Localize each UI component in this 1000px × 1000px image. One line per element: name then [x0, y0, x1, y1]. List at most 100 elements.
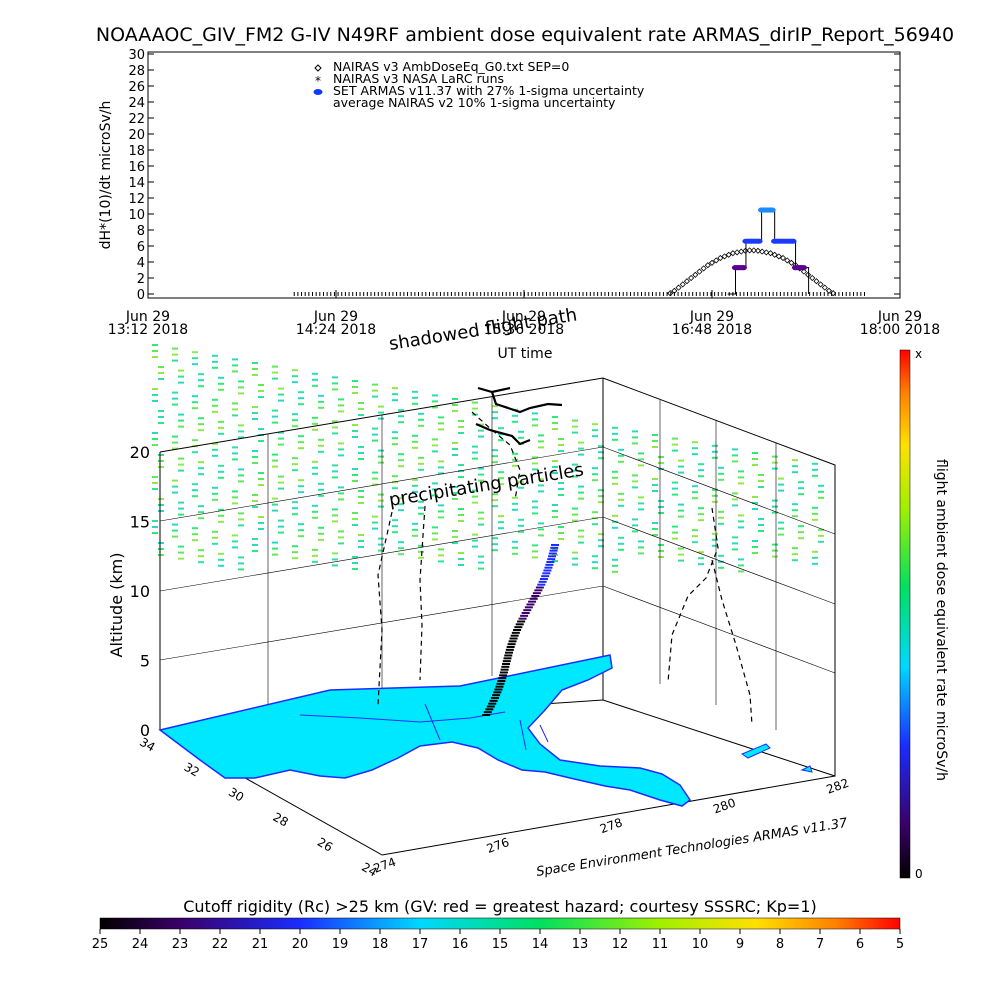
legend-label: NAIRAS v3 AmbDoseEq_G0.txt SEP=0 — [333, 59, 569, 74]
y-tick-label: 2 — [137, 272, 145, 287]
x-tick-label: Jun 29 — [689, 309, 734, 325]
star-marker-icon: * — [315, 74, 321, 88]
x-tick-label: 18:00 2018 — [860, 322, 940, 338]
nairas-v3-point — [725, 251, 732, 258]
longitude-tick-label: 276 — [485, 835, 511, 856]
x-tick-label: Jun 29 — [877, 309, 922, 325]
armas-point — [799, 265, 807, 271]
nairas-v3-point — [784, 257, 791, 264]
nairas-v3-point — [708, 259, 716, 266]
nairas-v3-point — [825, 287, 833, 294]
nairas-v3-point — [675, 284, 682, 291]
nairas-v3-point — [767, 250, 774, 257]
x-tick-label: Jun 29 — [501, 309, 546, 325]
dot-marker-icon — [313, 89, 323, 95]
dose-rate-colorbar: x 0 flight ambient dose equivalent rate … — [899, 347, 949, 881]
nairas-v3-point — [805, 271, 812, 278]
colorbar-label: flight ambient dose equivalent rate micr… — [933, 459, 949, 781]
y-tick-label: 20 — [128, 128, 145, 143]
altitude-tick-label: 5 — [140, 652, 150, 671]
cutoff-colorbar-ticks: 25 24 23 22 21 20 19 18 17 16 15 14 13 12 11 10 9 8 7 6 5 — [92, 929, 904, 952]
y-tick-label: 6 — [137, 240, 145, 255]
flight-3d-panel: shadowed flight path precipitating parti… — [107, 304, 851, 879]
altitude-axis: 0 5 10 15 20 — [130, 443, 150, 740]
nairas-v3-point — [754, 247, 762, 254]
latitude-tick-label: 30 — [226, 785, 246, 805]
nairas-v3-point — [821, 284, 828, 291]
nairas-v3-point — [683, 278, 690, 285]
cutoff-colorbar-label: Cutoff rigidity (Rc) >25 km (GV: red = g… — [183, 897, 817, 916]
nairas-v3-point — [746, 247, 753, 254]
nairas-v3-point — [738, 248, 745, 255]
flight-path-top — [475, 386, 563, 446]
cutoff-tick-label: 7 — [816, 937, 824, 952]
nairas-v3-point — [721, 253, 728, 260]
longitude-tick-label: 282 — [824, 776, 850, 797]
x-tick-label: 14:24 2018 — [296, 322, 376, 338]
nairas-v3-point — [679, 281, 686, 288]
precipitating-particle-field — [152, 344, 824, 573]
legend-label: NAIRAS v3 NASA LaRC runs — [333, 71, 504, 86]
y-tick-label: 22 — [128, 112, 145, 127]
cutoff-tick-label: 19 — [332, 937, 349, 952]
legend-item-armas: SET ARMAS v11.37 with 27% 1-sigma uncert… — [313, 83, 645, 98]
cutoff-tick-label: 18 — [372, 937, 389, 952]
altitude-axis-label: Altitude (km) — [107, 553, 126, 658]
cutoff-tick-label: 13 — [572, 937, 589, 952]
altitude-tick-label: 10 — [130, 582, 150, 601]
cutoff-tick-label: 20 — [292, 937, 309, 952]
legend-label: SET ARMAS v11.37 with 27% 1-sigma uncert… — [333, 83, 645, 98]
colorbar-bottom-label: 0 — [915, 867, 923, 881]
cutoff-tick-label: 5 — [896, 937, 904, 952]
nairas-v3-point — [667, 290, 674, 297]
nairas-v3-point — [750, 247, 757, 254]
island-detail — [740, 743, 813, 773]
cutoff-tick-label: 25 — [92, 937, 109, 952]
nairas-v3-point — [817, 281, 824, 288]
nairas-v3-point — [800, 268, 807, 275]
altitude-tick-label: 15 — [130, 513, 150, 532]
cutoff-tick-label: 11 — [652, 937, 669, 952]
latitude-axis: 24 26 28 30 32 34 — [137, 735, 379, 880]
colorbar-gradient — [899, 349, 911, 879]
colorbar-top-label: x — [915, 347, 922, 361]
x-tick-label: Jun 29 — [125, 309, 170, 325]
legend: NAIRAS v3 AmbDoseEq_G0.txt SEP=0 * NAIRA… — [313, 59, 645, 110]
series-layer — [293, 207, 865, 297]
nairas-v3-point — [692, 271, 699, 278]
legend-item-nasa-larc: * NAIRAS v3 NASA LaRC runs — [315, 71, 504, 88]
flight-path-shadow — [377, 411, 753, 726]
cutoff-tick-label: 8 — [776, 937, 784, 952]
y-tick-label: 12 — [128, 192, 145, 207]
legend-label: average NAIRAS v2 10% 1-sigma uncertaint… — [333, 95, 616, 110]
x-tick-label: 16:48 2018 — [672, 322, 752, 338]
armas-point — [739, 265, 747, 271]
nairas-v3-point — [779, 254, 787, 262]
legend-item-nairas-v3: NAIRAS v3 AmbDoseEq_G0.txt SEP=0 — [314, 59, 569, 74]
nairas-v3-point — [775, 253, 782, 260]
altitude-tick-label: 0 — [140, 721, 150, 740]
nairas-v3-point — [763, 249, 770, 256]
latitude-tick-label: 34 — [137, 735, 157, 755]
latitude-tick-label: 32 — [182, 760, 202, 780]
y-tick-label: 24 — [128, 96, 145, 111]
x-axis-label: UT time — [498, 346, 553, 362]
nairas-v3-point — [809, 274, 816, 282]
y-tick-label: 10 — [128, 208, 145, 223]
y-tick-label: 30 — [128, 48, 145, 63]
cutoff-tick-label: 17 — [412, 937, 429, 952]
y-tick-label: 8 — [137, 224, 145, 239]
y-axis-label: dH*(10)/dt microSv/h — [98, 101, 114, 250]
x-tick-label: 15:36 2018 — [484, 322, 564, 338]
cutoff-tick-label: 16 — [452, 937, 469, 952]
cutoff-tick-label: 12 — [612, 937, 629, 952]
armas-point — [755, 238, 763, 244]
nairas-v3-point — [700, 265, 707, 272]
armas-point — [768, 207, 776, 213]
nairas-v3-point — [813, 278, 820, 285]
cutoff-tick-label: 9 — [736, 937, 744, 952]
diamond-marker-icon — [314, 64, 322, 72]
altitude-tick-label: 20 — [130, 443, 150, 462]
precipitating-particles-label: precipitating particles — [387, 459, 585, 511]
y-tick-label: 18 — [128, 144, 145, 159]
